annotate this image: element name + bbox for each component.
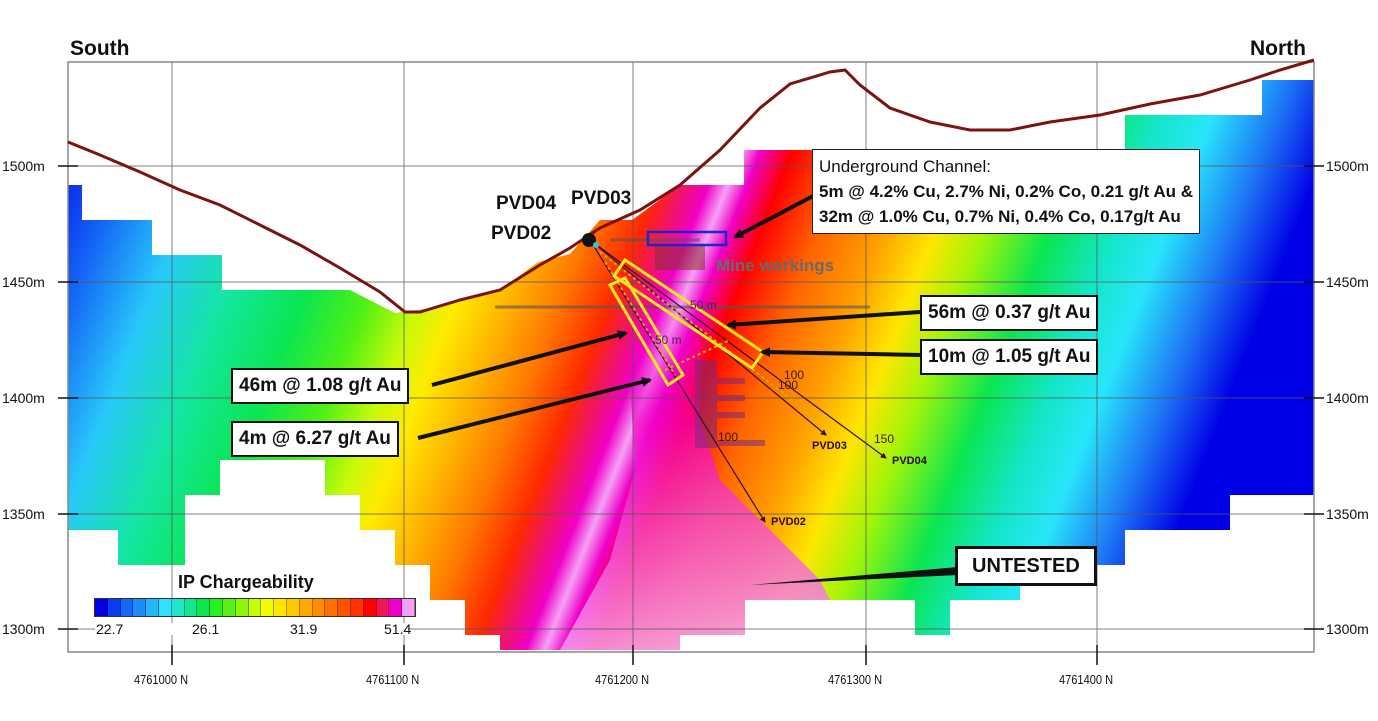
collar-label-pvd02: PVD02 bbox=[491, 223, 552, 244]
legend-swatch bbox=[286, 599, 300, 616]
northing-label-4761300: 4761300 N bbox=[828, 672, 883, 687]
topography-line bbox=[67, 58, 1315, 314]
northing-label-4761200: 4761200 N bbox=[595, 672, 650, 687]
elev-label-left-1300: 1300m bbox=[2, 621, 45, 637]
legend-swatch bbox=[158, 599, 172, 616]
mine-workings-label: Mine workings bbox=[716, 256, 835, 275]
callout-4m-interval: 4m @ 6.27 g/t Au bbox=[231, 421, 399, 457]
legend-swatch bbox=[184, 599, 198, 616]
south-label: South bbox=[70, 37, 130, 60]
legend-swatch bbox=[171, 599, 185, 616]
legend-swatch bbox=[95, 599, 108, 616]
underground-channel-callout: Underground Channel: 5m @ 4.2% Cu, 2.7% … bbox=[812, 149, 1200, 234]
depth-mark-100-b: 100 bbox=[778, 378, 799, 392]
end-label-pvd03: PVD03 bbox=[812, 440, 847, 452]
depth-mark-100-c: 100 bbox=[718, 430, 739, 444]
legend-title: IP Chargeability bbox=[178, 572, 314, 592]
callout-56m-interval: 56m @ 0.37 g/t Au bbox=[920, 295, 1099, 331]
elev-label-left-1450: 1450m bbox=[2, 274, 45, 290]
elev-label-right-1350: 1350m bbox=[1326, 506, 1369, 522]
legend-swatch bbox=[133, 599, 147, 616]
high-chargeability-core bbox=[560, 300, 830, 650]
legend-swatch bbox=[299, 599, 313, 616]
underground-channel-interval-1: 5m @ 4.2% Cu, 2.7% Ni, 0.2% Co, 0.21 g/t… bbox=[819, 182, 1193, 201]
underground-channel-box bbox=[646, 230, 728, 247]
depth-mark-150: 150 bbox=[874, 432, 895, 446]
legend-swatch bbox=[274, 599, 287, 616]
underground-channel-interval-2: 32m @ 1.0% Cu, 0.7% Ni, 0.4% Co, 0.17g/t… bbox=[819, 207, 1181, 226]
legend-swatch bbox=[376, 599, 390, 616]
legend-swatch bbox=[312, 599, 326, 616]
legend-tick-min: 22.7 bbox=[96, 621, 124, 637]
untested-pointer bbox=[750, 567, 958, 585]
untested-gap bbox=[255, 460, 325, 495]
depth-mark-100-a: 100 bbox=[784, 368, 805, 382]
highlight-box-upper bbox=[611, 257, 766, 371]
legend-swatch bbox=[338, 599, 351, 616]
elev-label-right-1500: 1500m bbox=[1326, 158, 1369, 174]
elev-label-left-1400: 1400m bbox=[2, 390, 45, 406]
highlight-box-lower bbox=[607, 276, 686, 388]
legend-swatch bbox=[350, 599, 364, 616]
untested-callout: UNTESTED bbox=[955, 546, 1097, 586]
legend-swatch bbox=[402, 599, 415, 616]
northing-label-4761400: 4761400 N bbox=[1059, 672, 1114, 687]
northing-label-4761100: 4761100 N bbox=[366, 672, 420, 687]
legend-swatch bbox=[261, 599, 275, 616]
drill-collar bbox=[582, 233, 596, 247]
legend-tick-2: 26.1 bbox=[192, 621, 220, 637]
legend-swatch bbox=[248, 599, 262, 616]
legend-swatch bbox=[120, 599, 134, 616]
elev-label-left-1350: 1350m bbox=[2, 506, 45, 522]
legend-swatch bbox=[210, 599, 223, 616]
northing-label-4761000: 4761000 N bbox=[134, 672, 189, 687]
underground-channel-title: Underground Channel: bbox=[819, 157, 992, 176]
legend-swatch bbox=[389, 599, 403, 616]
depth-mark-50m-a: 50 m bbox=[690, 298, 717, 312]
legend-swatch bbox=[235, 599, 249, 616]
callout-46m-interval: 46m @ 1.08 g/t Au bbox=[231, 368, 410, 404]
callout-10m-interval: 10m @ 1.05 g/t Au bbox=[920, 339, 1099, 375]
legend-swatch bbox=[146, 599, 159, 616]
legend-color-scale bbox=[94, 598, 416, 617]
end-label-pvd02: PVD02 bbox=[771, 516, 806, 528]
legend-tick-max: 51.4 bbox=[384, 621, 412, 637]
elev-label-right-1400: 1400m bbox=[1326, 390, 1369, 406]
legend-swatch bbox=[222, 599, 236, 616]
legend-swatch bbox=[197, 599, 211, 616]
legend-swatch bbox=[325, 599, 339, 616]
elev-label-right-1450: 1450m bbox=[1326, 274, 1369, 290]
legend-tick-3: 31.9 bbox=[290, 621, 318, 637]
legend-swatch bbox=[107, 599, 121, 616]
collar-label-pvd03: PVD03 bbox=[571, 188, 632, 209]
end-label-pvd04: PVD04 bbox=[892, 455, 927, 467]
depth-mark-50m-b: 50 m bbox=[655, 333, 682, 347]
north-label: North bbox=[1250, 37, 1306, 60]
legend-swatch bbox=[363, 599, 377, 616]
collar-label-pvd04: PVD04 bbox=[496, 193, 557, 214]
callout-arrows bbox=[417, 193, 921, 440]
elev-label-left-1500: 1500m bbox=[2, 158, 45, 174]
elev-label-right-1300: 1300m bbox=[1326, 621, 1369, 637]
axis-ticks bbox=[58, 165, 1324, 665]
plot-frame bbox=[67, 61, 1315, 653]
mine-workings bbox=[655, 245, 765, 448]
